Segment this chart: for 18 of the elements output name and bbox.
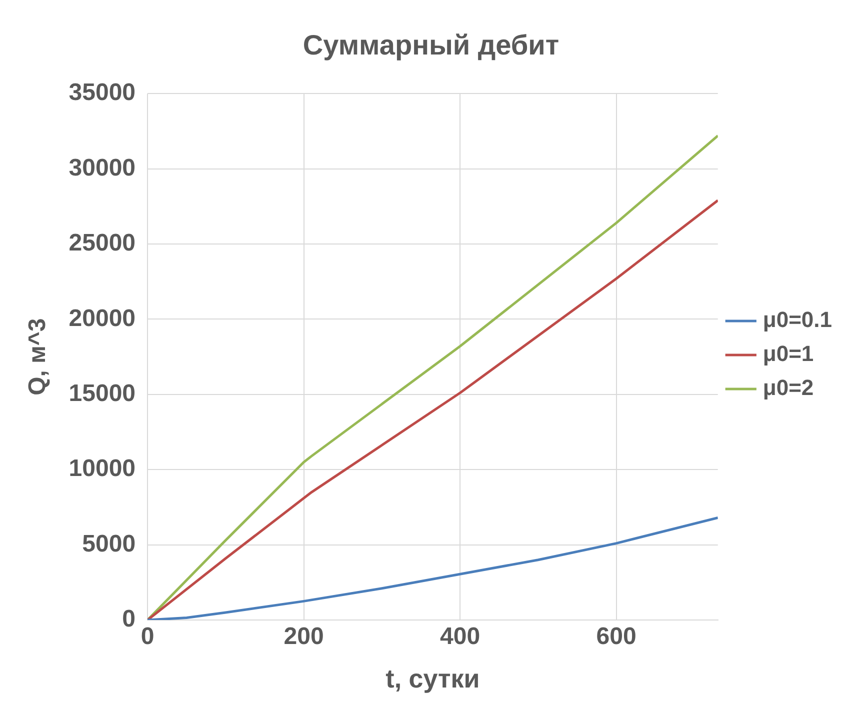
x-tick-label: 400 <box>440 623 480 650</box>
y-tick-label: 30000 <box>68 154 136 182</box>
chart-title: Суммарный дебит <box>302 30 560 61</box>
x-tick-label: 200 <box>284 623 324 650</box>
y-tick-label: 20000 <box>68 304 136 332</box>
x-tick-label: 600 <box>596 623 636 650</box>
y-axis-title: Q, м^3 <box>24 318 52 396</box>
legend-label: μ0=0.1 <box>762 307 832 332</box>
y-tick-label: 15000 <box>68 380 136 408</box>
x-tick-label: 0 <box>140 623 154 650</box>
y-tick-label: 5000 <box>82 530 136 558</box>
x-axis-title: t, сутки <box>386 664 480 694</box>
y-tick-label: 35000 <box>68 79 136 106</box>
legend-label: μ0=1 <box>762 341 814 366</box>
y-tick-label: 25000 <box>68 230 136 257</box>
y-tick-label: 10000 <box>68 455 136 482</box>
legend-label: μ0=2 <box>762 375 814 400</box>
y-tick-label: 0 <box>122 606 136 633</box>
